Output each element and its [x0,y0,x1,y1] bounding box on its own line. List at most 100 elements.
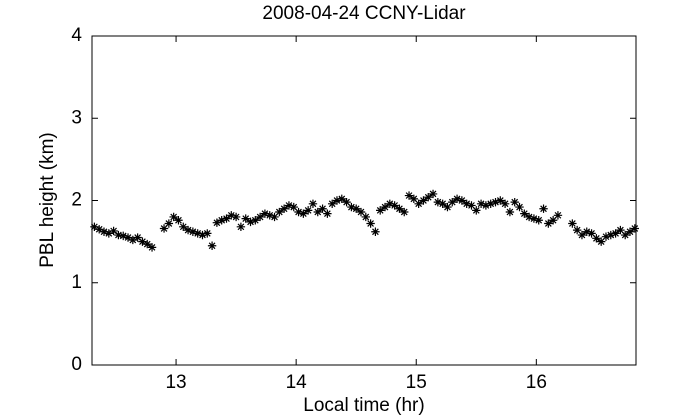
data-point [313,207,322,217]
data-point [496,196,505,205]
data-point [371,227,380,236]
data-point [114,230,123,240]
data-point [568,219,577,228]
data-point [572,225,582,235]
data-point [337,194,346,204]
data-point [279,204,289,213]
data-point [510,197,519,207]
data-point [616,225,625,235]
data-point [419,196,428,205]
data-point [577,230,587,240]
data-point [123,233,133,242]
data-point [275,207,284,217]
data-point [303,206,313,215]
data-point [395,204,404,213]
x-tick-label: 14 [286,372,308,393]
data-point [448,197,457,207]
data-point [486,199,495,208]
y-tick-label: 1 [71,272,82,293]
data-point [284,201,294,210]
data-point [505,207,515,217]
data-point [327,199,337,208]
data-point [183,225,193,235]
data-point [356,207,366,217]
data-point [198,230,207,240]
data-point [515,202,524,212]
data-point [289,202,298,212]
data-point [438,199,447,208]
data-point [529,214,539,223]
data-point [203,229,212,238]
data-point [188,227,198,236]
data-point [138,237,147,246]
x-tick-label: 15 [406,372,427,393]
plot-frame [91,35,637,366]
data-point [179,222,188,232]
data-point [323,209,332,218]
data-point [625,227,635,236]
data-point [443,202,452,212]
data-point [265,211,274,220]
data-point [611,229,620,238]
data-point [133,233,142,242]
data-point [524,212,534,222]
data-point [128,235,138,245]
data-point [544,219,553,228]
data-point [553,211,563,220]
data-point [366,219,375,228]
data-point [90,222,99,232]
data-point [332,196,342,205]
data-point [630,224,639,233]
data-point [241,214,250,223]
data-point [620,230,630,240]
data-point [582,227,591,236]
data-point [212,218,222,227]
data-point [472,206,481,215]
data-point [500,199,510,208]
data-point [457,196,467,205]
data-point [534,216,543,225]
y-tick-label: 4 [71,25,82,46]
data-point [452,194,462,204]
data-point [227,211,236,220]
data-point [409,194,419,204]
data-point [351,204,361,213]
data-point [260,209,270,218]
data-point [587,229,596,238]
y-tick-label: 2 [71,190,82,211]
data-point [174,216,183,225]
y-axis-label: PBL height (km) [37,132,58,268]
data-point [467,201,476,210]
data-point [193,229,202,238]
x-tick-label: 16 [526,372,547,393]
data-point [596,237,606,246]
data-point [169,212,178,222]
data-point [246,217,255,227]
data-point [380,202,390,212]
data-point [404,191,414,200]
data-point [231,212,241,222]
data-point [400,207,409,217]
data-point [308,199,318,208]
data-point [428,189,438,199]
data-point [294,207,303,217]
data-point [390,201,399,210]
data-point [251,216,260,225]
data-point [299,209,308,218]
data-point [361,212,371,222]
data-point [119,231,128,241]
data-point [255,212,265,222]
data-point [424,193,433,202]
data-point [606,230,615,240]
data-point [601,232,611,241]
data-point [414,199,423,208]
data-point [99,227,109,236]
y-tick-label: 0 [71,354,82,375]
data-point [491,197,500,207]
data-point [318,204,327,213]
data-point [342,197,351,207]
data-point [147,243,157,252]
x-axis-label: Local time (hr) [303,395,424,416]
data-point [207,241,217,250]
